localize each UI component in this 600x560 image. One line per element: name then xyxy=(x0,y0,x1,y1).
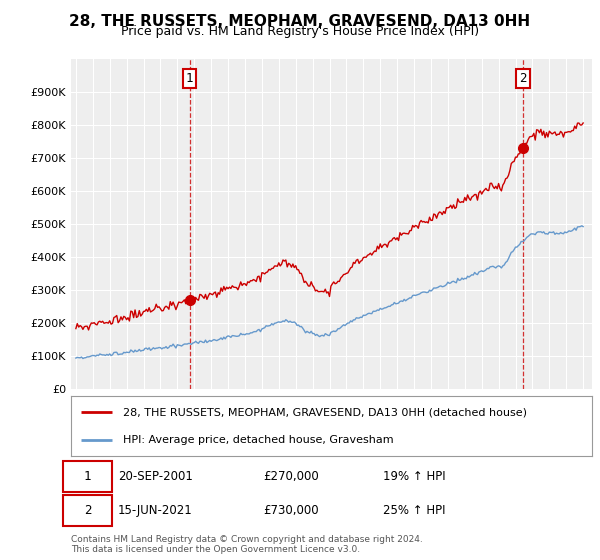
Text: £730,000: £730,000 xyxy=(263,504,319,517)
Text: 28, THE RUSSETS, MEOPHAM, GRAVESEND, DA13 0HH (detached house): 28, THE RUSSETS, MEOPHAM, GRAVESEND, DA1… xyxy=(123,407,527,417)
Text: 25% ↑ HPI: 25% ↑ HPI xyxy=(383,504,446,517)
Text: 2: 2 xyxy=(520,72,527,85)
FancyBboxPatch shape xyxy=(63,461,112,492)
Text: £270,000: £270,000 xyxy=(263,470,319,483)
Text: 28, THE RUSSETS, MEOPHAM, GRAVESEND, DA13 0HH: 28, THE RUSSETS, MEOPHAM, GRAVESEND, DA1… xyxy=(70,14,530,29)
Text: Contains HM Land Registry data © Crown copyright and database right 2024.
This d: Contains HM Land Registry data © Crown c… xyxy=(71,535,422,554)
FancyBboxPatch shape xyxy=(63,495,112,526)
Text: 2: 2 xyxy=(84,504,91,517)
Text: HPI: Average price, detached house, Gravesham: HPI: Average price, detached house, Grav… xyxy=(123,435,394,445)
Text: 1: 1 xyxy=(186,72,193,85)
Text: Price paid vs. HM Land Registry's House Price Index (HPI): Price paid vs. HM Land Registry's House … xyxy=(121,25,479,38)
Text: 15-JUN-2021: 15-JUN-2021 xyxy=(118,504,193,517)
Text: 19% ↑ HPI: 19% ↑ HPI xyxy=(383,470,446,483)
Text: 1: 1 xyxy=(84,470,91,483)
Text: 20-SEP-2001: 20-SEP-2001 xyxy=(118,470,193,483)
